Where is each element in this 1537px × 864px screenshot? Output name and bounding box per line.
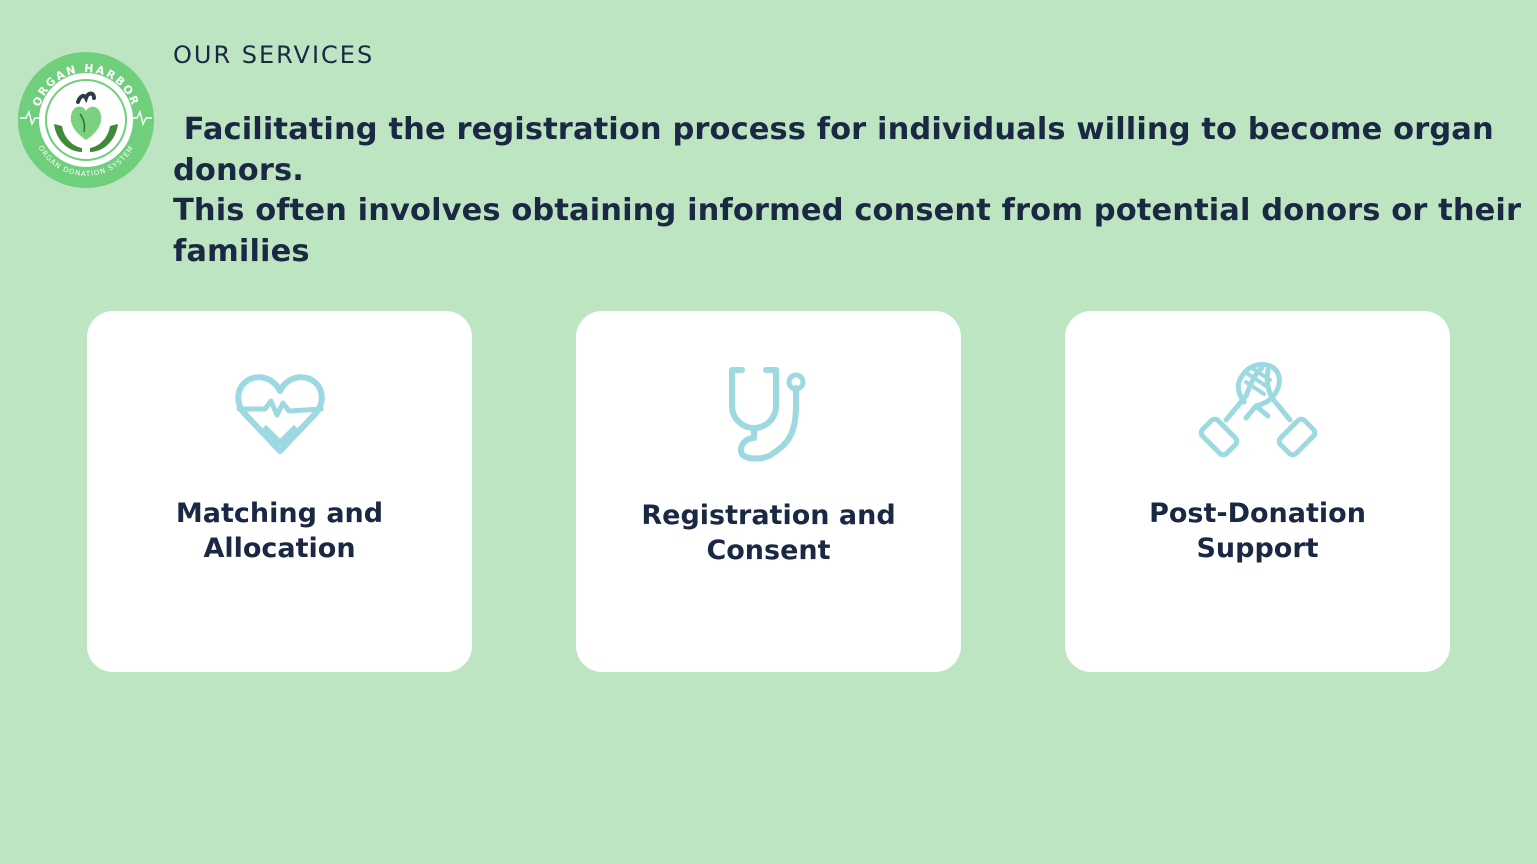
service-card-matching[interactable]: Matching and Allocation: [87, 311, 472, 672]
logo-emblem: ORGAN HARBOR ORGAN DONATION SYSTEM: [18, 52, 154, 188]
service-title-line: Allocation: [203, 533, 356, 564]
section-label: OUR SERVICES: [173, 41, 375, 69]
stethoscope-icon: [576, 366, 961, 462]
service-title-line: Consent: [706, 535, 831, 566]
service-title: Registration and Consent: [576, 498, 961, 568]
services-intro-text: Facilitating the registration process fo…: [173, 112, 1522, 269]
service-card-support[interactable]: Post-Donation Support: [1065, 311, 1450, 672]
service-card-registration[interactable]: Registration and Consent: [576, 311, 961, 672]
organ-harbor-logo: ORGAN HARBOR ORGAN DONATION SYSTEM: [18, 52, 154, 188]
service-title-line: Post-Donation: [1149, 498, 1366, 529]
service-title: Matching and Allocation: [87, 496, 472, 566]
handshake-icon: [1065, 356, 1450, 460]
service-title-line: Registration and: [641, 500, 896, 531]
heartbeat-icon: [87, 371, 472, 457]
service-title-line: Matching and: [175, 498, 384, 529]
service-title-line: Support: [1196, 533, 1319, 564]
service-title: Post-Donation Support: [1065, 496, 1450, 566]
